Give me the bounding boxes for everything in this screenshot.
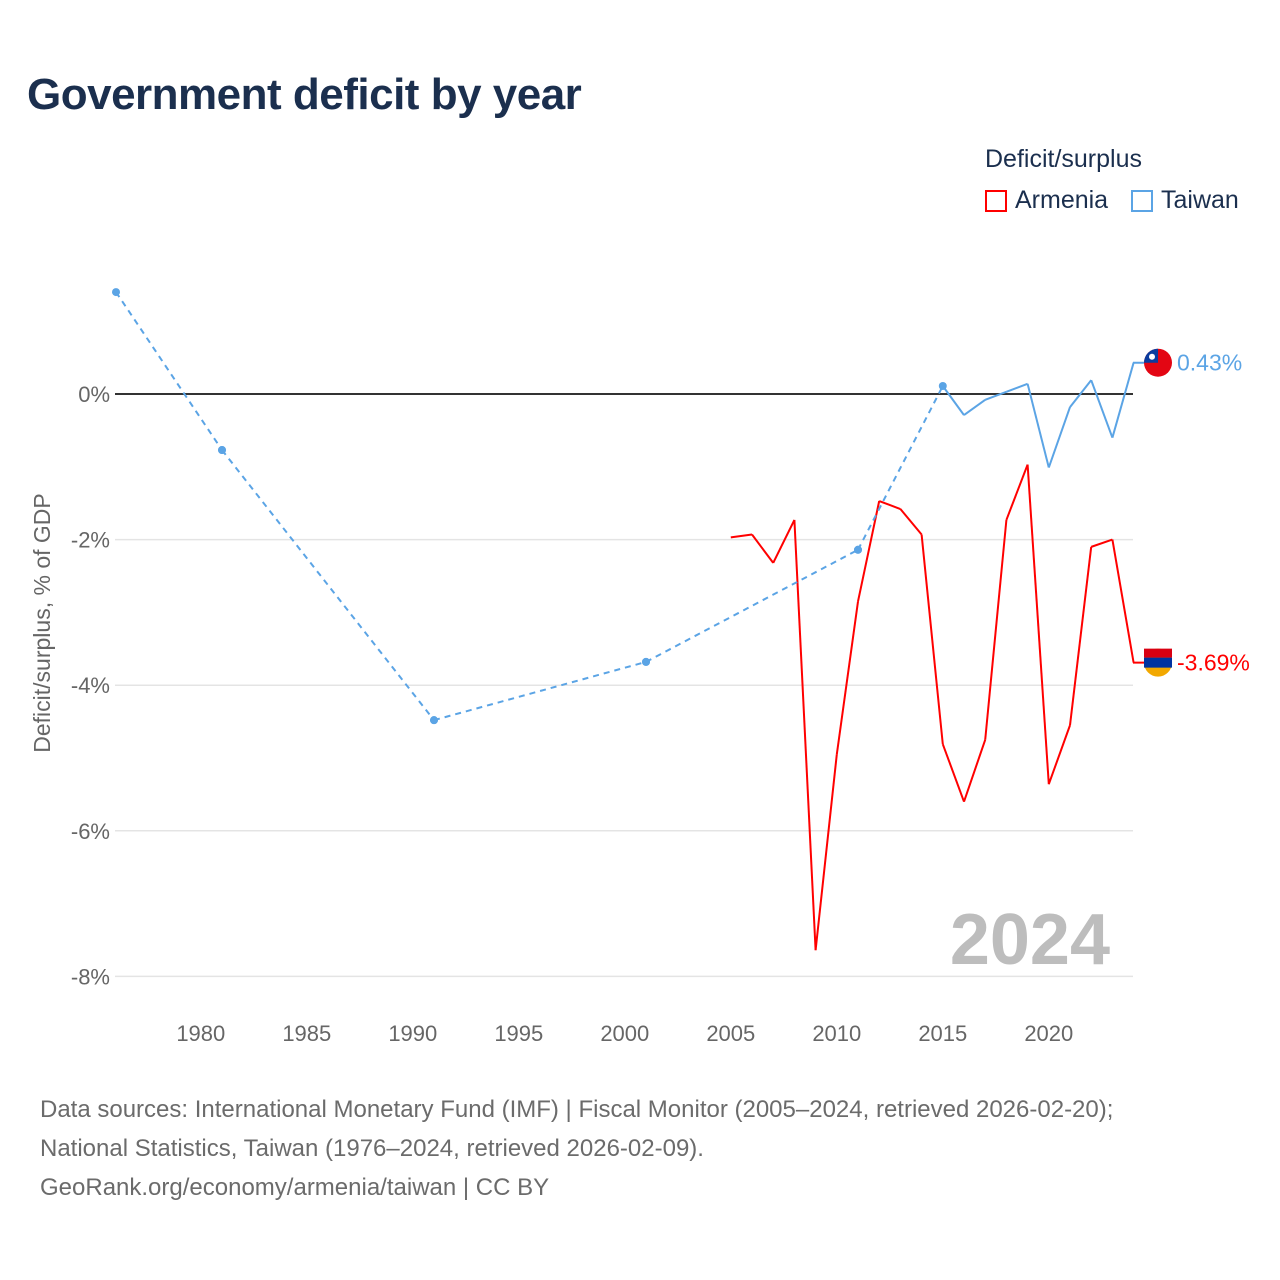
x-tick-label: 1985 [282,1021,331,1046]
taiwan-line-segment [857,385,944,551]
armenia-line-segment [1026,464,1050,785]
armenia-line-segment [899,508,923,536]
taiwan-line-segment [1069,379,1092,408]
y-tick-label: -8% [71,964,110,989]
taiwan-point [642,657,650,666]
taiwan-line-segment [115,291,223,451]
legend-title: Deficit/surplus [985,145,1142,173]
x-tick-label: 1980 [176,1021,225,1046]
source-link[interactable]: GeoRank.org/economy/armenia/taiwan | CC … [40,1174,550,1201]
taiwan-point [430,716,438,725]
legend-label: Taiwan [1161,186,1239,214]
x-tick-label: 2020 [1024,1021,1073,1046]
taiwan-line-segment [941,385,965,416]
taiwan-line-segment [1047,406,1071,468]
armenia-line-segment [772,519,796,564]
taiwan-point [112,288,120,297]
legend-label: Armenia [1015,186,1109,214]
taiwan-line-segment [1090,379,1114,439]
armenia-line-segment [984,519,1008,740]
taiwan-line-segment [963,399,986,416]
x-tick-label: 2000 [600,1021,649,1046]
source-line: National Statistics, Taiwan (1976–2024, … [40,1135,704,1162]
taiwan-line-segment [1026,383,1050,468]
x-tick-label: 2015 [918,1021,967,1046]
armenia-line-segment [941,743,965,803]
armenia-line-segment [793,519,817,951]
taiwan-end-label: 0.43% [1177,350,1242,376]
armenia-line-segment [1090,538,1113,548]
taiwan-point [854,545,862,554]
y-tick-label: -6% [71,819,110,844]
armenia-line-segment [1005,464,1029,521]
taiwan-line-segment [433,660,647,722]
y-axis-label: Deficit/surplus, % of GDP [29,493,55,752]
taiwan-line-segment [1111,362,1135,438]
armenia-flag-red [1144,648,1172,658]
x-tick-label: 1995 [494,1021,543,1046]
taiwan-line-segment [984,390,1007,401]
taiwan-flag-sun [1149,353,1155,360]
taiwan-line-segment [221,449,435,721]
armenia-line-segment [1047,724,1071,785]
x-tick-label: 2010 [812,1021,861,1046]
legend-item-taiwan[interactable]: Taiwan [1131,186,1239,215]
year-watermark: 2024 [950,900,1110,980]
legend-swatch [1131,189,1153,212]
footer: Data sources: International Monetary Fun… [40,1090,1113,1207]
x-tick-label: 2005 [706,1021,755,1046]
armenia-line-segment [730,533,753,539]
armenia-flag-blue [1144,657,1172,668]
y-tick-label: -4% [71,673,110,698]
taiwan-line-segment [1006,382,1028,393]
armenia-line-segment [920,534,944,745]
chart-title: Government deficit by year [27,70,582,119]
taiwan-point [218,446,226,455]
armenia-end-label: -3.69% [1177,650,1250,676]
source-line: Data sources: International Monetary Fun… [40,1096,1114,1123]
x-tick-label: 1990 [388,1021,437,1046]
y-tick-label: -2% [71,528,110,553]
armenia-line-segment [878,500,901,510]
legend-swatch [985,189,1007,212]
armenia-line-segment [1069,546,1093,726]
y-tick-label: 0% [78,382,110,407]
armenia-line-segment [814,754,838,951]
armenia-line-segment [963,739,987,803]
armenia-line-segment [835,601,859,755]
armenia-line-segment [1111,539,1135,663]
taiwan-line-segment [645,548,859,663]
armenia-line-segment [751,533,775,564]
legend-item-armenia[interactable]: Armenia [985,186,1108,215]
